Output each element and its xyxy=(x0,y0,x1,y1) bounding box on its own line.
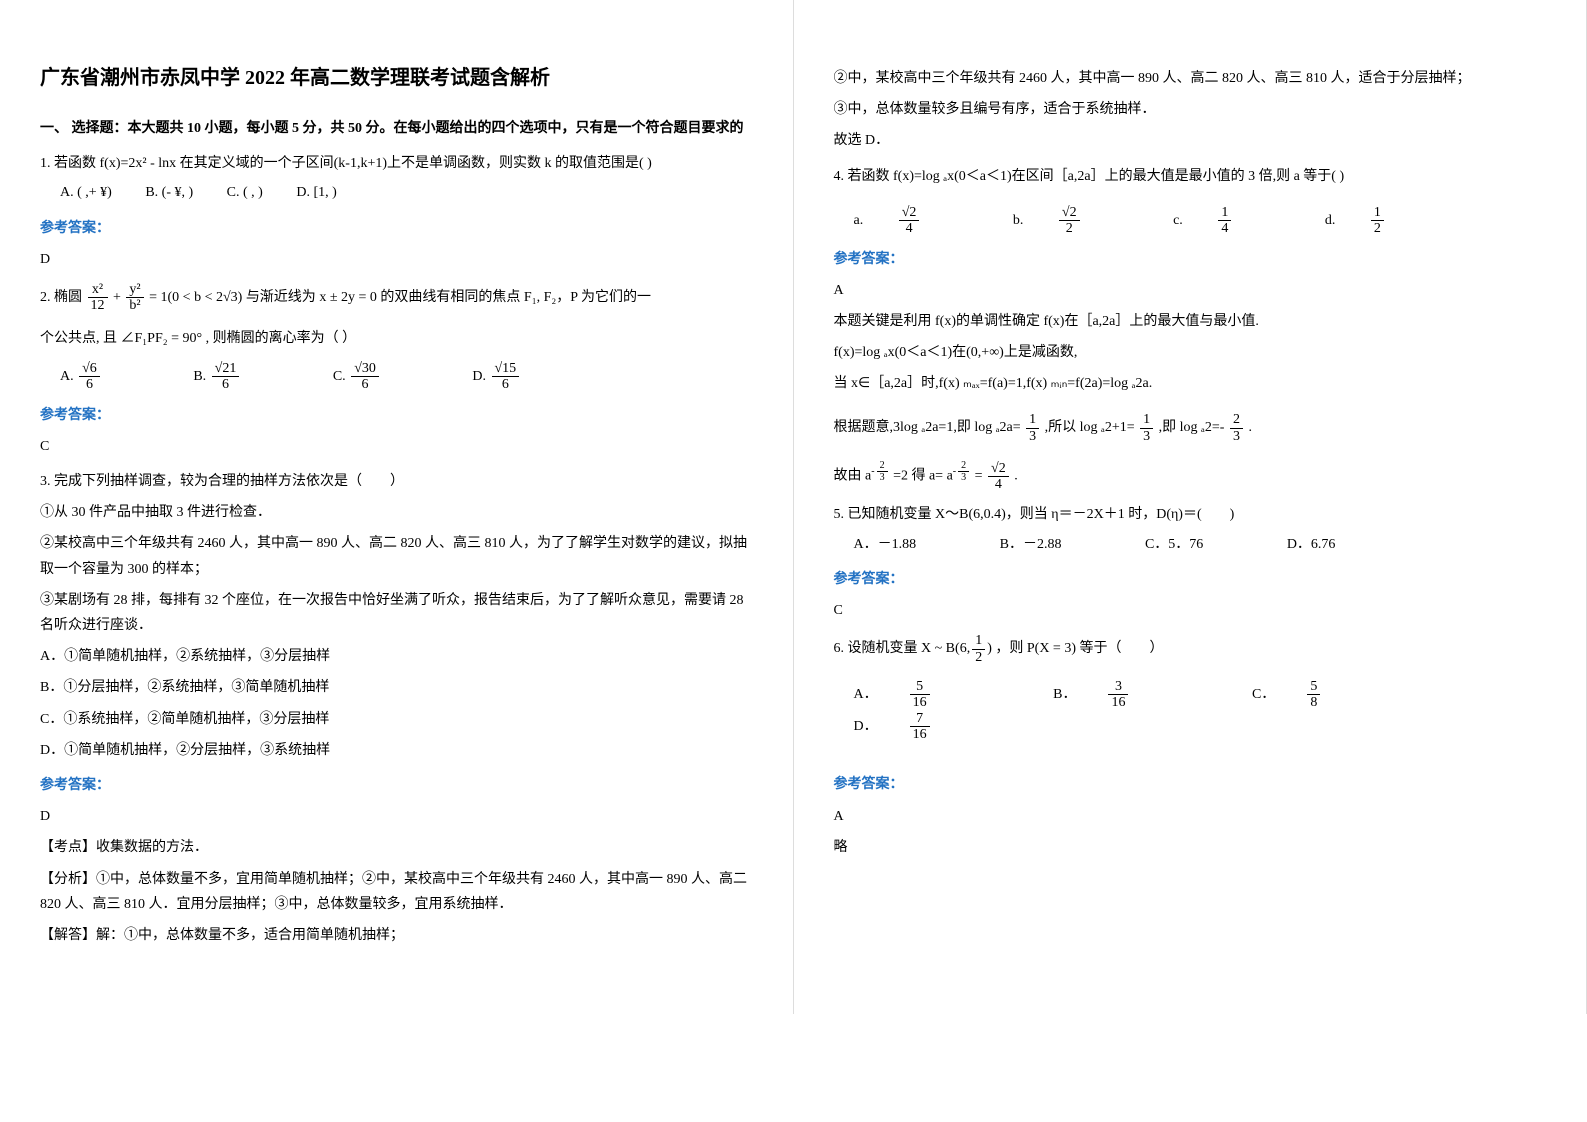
q2-l2-prefix: 个公共点, 且 xyxy=(40,331,117,346)
q3-l3: ③某剧场有 28 排，每排有 32 个座位，在一次报告中恰好坐满了听众，报告结束… xyxy=(40,588,753,638)
q2-line-eq: x ± 2y = 0 xyxy=(319,290,377,305)
q4-sol-l3: 当 x∈［a,2a］时,f(x) ₘₐₓ=f(a)=1,f(x) ₘᵢₙ=f(2… xyxy=(834,371,1547,396)
q4-optD: d. 12 xyxy=(1325,205,1444,237)
q3-analysis: 【分析】①中，总体数量不多，宜用简单随机抽样；②中，某校高中三个年级共有 246… xyxy=(40,867,753,917)
q2-optA: A. √66 xyxy=(60,361,160,393)
q3-l1: ①从 30 件产品中抽取 3 件进行检查． xyxy=(40,500,753,525)
q2-line2: 个公共点, 且 ∠F₁PF₂ = 90° , 则椭圆的离心率为（ ） xyxy=(40,326,753,351)
q5-optD: D．6.76 xyxy=(1287,532,1336,557)
q6-stem: 6. 设随机变量 X ~ B(6,12) ，则 P(X = 3) 等于（ ） xyxy=(834,633,1547,665)
q1-optC: C. ( , ) xyxy=(227,180,263,205)
point-label: 【考点】 xyxy=(40,840,96,855)
q2-optD: D. √156 xyxy=(472,361,579,393)
q6-optC: C．58 xyxy=(1252,679,1380,711)
q5-optB: B．－2.88 xyxy=(1000,532,1062,557)
q4-sol-l5: 故由 a-23 =2 得 a= a-23 = √24 . xyxy=(834,460,1547,492)
q3-optA: A．①简单随机抽样，②系统抽样，③分层抽样 xyxy=(40,644,753,669)
q1-optA: A. ( ,+ ¥) xyxy=(60,180,112,205)
q3-optD: D．①简单随机抽样，②分层抽样，③系统抽样 xyxy=(40,738,753,763)
solve1-text: 解：①中，总体数量不多，适合用简单随机抽样； xyxy=(96,928,404,943)
question-6: 6. 设随机变量 X ~ B(6,12) ，则 P(X = 3) 等于（ ） A… xyxy=(834,633,1547,742)
q2-l2-suffix: , 则椭圆的离心率为（ ） xyxy=(206,331,357,346)
q5-stem: 5. 已知随机变量 X～B(6,0.4)，则当 η＝－2X＋1 时，D(η)＝(… xyxy=(834,502,1547,527)
q3-solve3: ③中，总体数量较多且编号有序，适合于系统抽样． xyxy=(834,97,1547,122)
q4-optB: b. √22 xyxy=(1013,205,1140,237)
answer-label-6: 参考答案： xyxy=(834,772,1547,797)
question-2: 2. 椭圆 x²12 + y²b² = 1(0 < b < 2√3) 与渐近线为… xyxy=(40,282,753,393)
left-page: 广东省潮州市赤凤中学 2022 年高二数学理联考试题含解析 一、 选择题：本大题… xyxy=(0,0,794,1014)
q6-answer: A xyxy=(834,804,1547,829)
question-4: 4. 若函数 f(x)=log ₐx(0＜a＜1)在区间［a,2a］上的最大值是… xyxy=(834,164,1547,237)
q6-optA: A．516 xyxy=(854,679,990,711)
q5-optC: C．5．76 xyxy=(1145,532,1203,557)
q5-answer: C xyxy=(834,598,1547,623)
answer-label-4: 参考答案： xyxy=(834,247,1547,272)
q6-options: A．516 B．316 C．58 D．716 xyxy=(854,679,1547,743)
q4-options: a. √24 b. √22 c. 14 d. 12 xyxy=(854,205,1547,237)
section-header: 一、 选择题：本大题共 10 小题，每小题 5 分，共 50 分。在每小题给出的… xyxy=(40,116,753,141)
q3-answer: D xyxy=(40,804,753,829)
q4-sol-l1: 本题关键是利用 f(x)的单调性确定 f(x)在［a,2a］上的最大值与最小值. xyxy=(834,309,1547,334)
q2-mid3: 为它们的一 xyxy=(581,290,651,305)
right-page: ②中，某校高中三个年级共有 2460 人，其中高一 890 人、高二 820 人… xyxy=(794,0,1587,1014)
q4-sol-l2: f(x)=log ₐx(0＜a＜1)在(0,+∞)上是减函数, xyxy=(834,340,1547,365)
q5-optA: A．－1.88 xyxy=(854,532,917,557)
q4-optA: a. √24 xyxy=(854,205,980,237)
q3-point: 【考点】收集数据的方法． xyxy=(40,835,753,860)
q4-sol-l4: 根据题意,3log ₐ2a=1,即 log ₐ2a= 13 ,所以 log ₐ2… xyxy=(834,412,1547,444)
q4-answer: A xyxy=(834,278,1547,303)
q6-optD: D．716 xyxy=(854,711,990,743)
q1-optD: D. [1, ) xyxy=(296,180,336,205)
q3-optB: B．①分层抽样，②系统抽样，③简单随机抽样 xyxy=(40,675,753,700)
q2-frac1: x²12 xyxy=(88,282,108,314)
q1-stem: 1. 若函数 f(x)=2x² - lnx 在其定义域的一个子区间(k-1,k+… xyxy=(40,151,753,176)
q3-optC: C．①系统抽样，②简单随机抽样，③分层抽样 xyxy=(40,707,753,732)
answer-label-2: 参考答案： xyxy=(40,403,753,428)
q5-options: A．－1.88 B．－2.88 C．5．76 D．6.76 xyxy=(854,532,1547,557)
analysis-label: 【分析】 xyxy=(40,872,96,887)
q3-l2: ②某校高中三个年级共有 2460 人，其中高一 890 人、高二 820 人、高… xyxy=(40,531,753,581)
q3-solve1: 【解答】解：①中，总体数量不多，适合用简单随机抽样； xyxy=(40,923,753,948)
q4-optC: c. 14 xyxy=(1173,205,1291,237)
q2-plus: + xyxy=(113,290,121,305)
q2-answer: C xyxy=(40,434,753,459)
q2-prefix: 2. 椭圆 xyxy=(40,290,82,305)
q3-solve4: 故选 D． xyxy=(834,128,1547,153)
q3-stem: 3. 完成下列抽样调查，较为合理的抽样方法依次是（ ） xyxy=(40,469,753,494)
answer-label-3: 参考答案： xyxy=(40,773,753,798)
q2-foci: F₁, F₂，P xyxy=(524,290,578,305)
q6-sol: 略 xyxy=(834,835,1547,860)
q2-options: A. √66 B. √216 C. √306 D. √156 xyxy=(60,361,753,393)
q6-optB: B．316 xyxy=(1053,679,1188,711)
q2-mid2: 的双曲线有相同的焦点 xyxy=(380,290,520,305)
q1-optB: B. (- ¥, ) xyxy=(145,180,193,205)
q2-optB: B. √216 xyxy=(193,361,299,393)
question-5: 5. 已知随机变量 X～B(6,0.4)，则当 η＝－2X＋1 时，D(η)＝(… xyxy=(834,502,1547,556)
answer-label: 参考答案： xyxy=(40,216,753,241)
q2-eq: = 1(0 < b < 2√3) xyxy=(149,290,242,305)
answer-label-5: 参考答案： xyxy=(834,567,1547,592)
analysis-text: ①中，总体数量不多，宜用简单随机抽样；②中，某校高中三个年级共有 2460 人，… xyxy=(40,872,747,912)
q1-options: A. ( ,+ ¥) B. (- ¥, ) C. ( , ) D. [1, ) xyxy=(60,180,753,205)
point-text: 收集数据的方法． xyxy=(96,840,208,855)
question-1: 1. 若函数 f(x)=2x² - lnx 在其定义域的一个子区间(k-1,k+… xyxy=(40,151,753,205)
q2-mid1: 与渐近线为 xyxy=(246,290,316,305)
q4-stem: 4. 若函数 f(x)=log ₐx(0＜a＜1)在区间［a,2a］上的最大值是… xyxy=(834,164,1547,189)
q2-line1: 2. 椭圆 x²12 + y²b² = 1(0 < b < 2√3) 与渐近线为… xyxy=(40,282,753,314)
question-3: 3. 完成下列抽样调查，较为合理的抽样方法依次是（ ） ①从 30 件产品中抽取… xyxy=(40,469,753,763)
q2-angle: ∠F₁PF₂ = 90° xyxy=(121,331,203,346)
q2-frac2: y²b² xyxy=(126,282,143,314)
q1-answer: D xyxy=(40,247,753,272)
q2-optC: C. √306 xyxy=(333,361,439,393)
document-title: 广东省潮州市赤凤中学 2022 年高二数学理联考试题含解析 xyxy=(40,60,753,96)
solve-label: 【解答】 xyxy=(40,928,96,943)
q3-solve2: ②中，某校高中三个年级共有 2460 人，其中高一 890 人、高二 820 人… xyxy=(834,66,1547,91)
